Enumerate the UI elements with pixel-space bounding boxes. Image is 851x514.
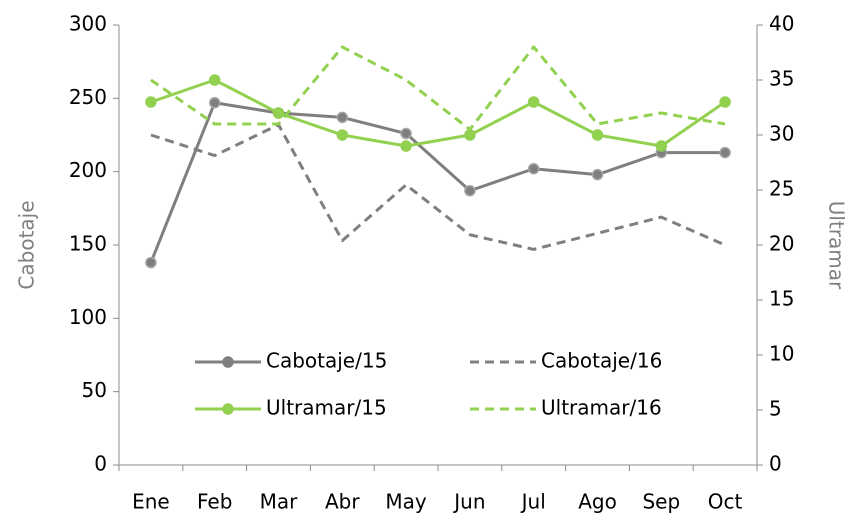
x-tick-label: Mar [260, 490, 299, 514]
x-tick-label: Jul [520, 490, 546, 514]
y2-tick-label: 30 [769, 122, 794, 146]
x-tick-label: Feb [197, 490, 232, 514]
series-marker [336, 111, 349, 124]
y2-tick-label: 40 [769, 12, 794, 36]
x-tick-label: Sep [642, 490, 680, 514]
series-marker [400, 140, 412, 152]
series-line [150, 45, 726, 131]
series-line [150, 123, 726, 251]
y2-tick-label: 20 [769, 232, 794, 256]
series-marker [591, 168, 604, 181]
y2-tick-label: 10 [769, 342, 794, 366]
series-marker [145, 256, 157, 269]
y2-tick-label: 0 [769, 452, 782, 476]
y2-tick-label: 15 [769, 287, 794, 311]
legend-marker [222, 403, 234, 415]
legend-marker [222, 356, 234, 368]
legend-box [183, 340, 703, 432]
legend-label: Cabotaje/16 [541, 349, 662, 373]
y-axis-label: Cabotaje [15, 200, 39, 289]
y-tick-label: 100 [69, 305, 107, 329]
y-tick-label: 200 [69, 158, 107, 182]
x-tick-label: Oct [708, 490, 743, 514]
x-tick-label: May [385, 490, 427, 514]
y-tick-label: 0 [94, 452, 107, 476]
legend-label: Cabotaje/15 [266, 349, 387, 373]
series-marker [208, 74, 221, 86]
y2-tick-label: 25 [769, 177, 794, 201]
series-marker [719, 146, 731, 159]
y-tick-label: 150 [69, 232, 107, 256]
series-marker [527, 96, 540, 108]
series-line [149, 101, 726, 264]
y-tick-label: 300 [69, 12, 107, 36]
series-marker [464, 129, 476, 141]
series-marker [145, 96, 157, 108]
series-marker [336, 129, 349, 141]
x-tick-label: Abr [325, 490, 360, 514]
y-tick-label: 50 [82, 378, 107, 402]
series-marker [400, 127, 412, 140]
y2-tick-label: 35 [769, 67, 794, 91]
series-marker [527, 162, 540, 175]
legend-label: Ultramar/15 [266, 396, 387, 420]
series-marker [208, 96, 221, 109]
x-tick-label: Ago [578, 490, 617, 514]
series-marker [719, 96, 731, 108]
y2-axis-label: Ultramar [825, 201, 849, 290]
legend-label: Ultramar/16 [541, 396, 662, 420]
y2-tick-label: 5 [769, 397, 782, 421]
series-marker [272, 107, 285, 119]
x-tick-label: Ene [132, 490, 170, 514]
series-marker [464, 184, 476, 197]
series-marker [655, 140, 668, 152]
x-tick-label: Jun [452, 490, 485, 514]
y-tick-label: 250 [69, 85, 107, 109]
series-line [150, 78, 726, 148]
series-marker [591, 129, 604, 141]
